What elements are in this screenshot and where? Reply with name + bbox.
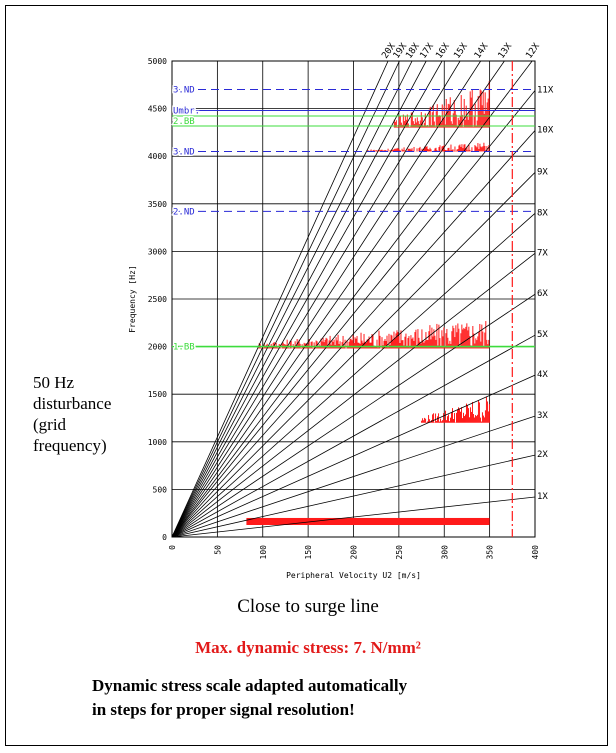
order-line <box>172 61 505 537</box>
annotation-line: 50 Hz <box>33 373 75 392</box>
order-label: 8X <box>537 208 548 218</box>
reference-label: 2.ND <box>173 207 195 217</box>
x-tick-label: 100 <box>259 545 268 560</box>
order-line <box>172 130 535 537</box>
order-label: 17X <box>418 41 436 61</box>
y-tick-label: 3000 <box>148 247 167 256</box>
order-line <box>172 90 535 537</box>
disturbance-annotation: 50 Hz disturbance (grid frequency) <box>33 372 111 456</box>
order-line <box>172 61 400 537</box>
y-tick-label: 5000 <box>148 57 167 66</box>
x-tick-label: 400 <box>531 545 540 560</box>
order-label: 16X <box>434 41 452 61</box>
order-line <box>172 334 535 537</box>
order-line <box>172 61 533 537</box>
slide-frame <box>5 5 608 746</box>
order-line <box>172 454 535 537</box>
reference-label: 2.BB <box>173 117 195 127</box>
reference-label: 1.BB <box>173 343 195 353</box>
order-line <box>172 415 535 537</box>
reference-label: 3.ND <box>173 147 195 157</box>
y-tick-label: 500 <box>153 485 168 494</box>
order-line <box>172 61 413 537</box>
order-line <box>172 293 535 537</box>
y-axis-label: Frequency [Hz] <box>128 265 137 332</box>
x-tick-label: 200 <box>350 545 359 560</box>
order-line <box>172 374 535 537</box>
annotation-line: (grid <box>33 415 67 434</box>
annotation-line: disturbance <box>33 394 112 413</box>
y-tick-label: 4500 <box>148 105 167 114</box>
max-stress-label: Max. dynamic stress: 7. N/mm² <box>195 638 421 657</box>
order-label: 18X <box>404 41 422 61</box>
order-label: 15X <box>452 41 470 61</box>
y-tick-label: 1500 <box>148 390 167 399</box>
order-line <box>172 496 535 537</box>
order-label: 6X <box>537 289 548 299</box>
y-tick-label: 2500 <box>148 295 167 304</box>
y-tick-label: 0 <box>162 533 167 542</box>
order-line <box>172 172 535 537</box>
order-label: 14X <box>473 41 491 61</box>
order-line <box>172 213 535 537</box>
order-line <box>172 61 482 537</box>
y-tick-label: 4000 <box>148 152 167 161</box>
y-tick-label: 2000 <box>148 343 167 352</box>
note-line: in steps for proper signal resolution! <box>92 700 355 719</box>
reference-label: 3.ND <box>173 86 195 96</box>
order-label: 11X <box>537 86 554 96</box>
x-tick-label: 250 <box>395 545 404 560</box>
order-line <box>172 61 443 537</box>
campbell-diagram: 0500100015002000250030003500400045005000… <box>128 41 554 580</box>
order-line <box>172 61 389 537</box>
scale-note: Dynamic stress scale adapted automatical… <box>92 674 552 722</box>
order-label: 10X <box>537 125 554 135</box>
y-tick-label: 3500 <box>148 200 167 209</box>
order-label: 4X <box>537 370 548 380</box>
x-tick-label: 300 <box>440 545 449 560</box>
order-label: 12X <box>524 41 542 61</box>
x-tick-label: 50 <box>213 545 222 555</box>
order-label: 2X <box>537 450 548 460</box>
measurement-band <box>246 517 490 525</box>
order-label: 9X <box>537 167 548 177</box>
annotation-line: frequency) <box>33 436 107 455</box>
order-line <box>172 61 461 537</box>
order-label: 5X <box>537 330 548 340</box>
order-line <box>172 252 535 537</box>
x-tick-label: 350 <box>486 545 495 560</box>
measurement-group <box>172 61 535 537</box>
note-line: Dynamic stress scale adapted automatical… <box>92 676 408 695</box>
order-label: 7X <box>537 248 548 258</box>
order-label: 1X <box>537 492 548 502</box>
order-line <box>172 61 427 537</box>
chart-caption: Close to surge line <box>237 596 379 617</box>
x-tick-label: 0 <box>168 545 177 550</box>
reference-label: Umbr. <box>173 107 200 117</box>
x-axis-label: Peripheral Velocity U2 [m/s] <box>286 571 421 580</box>
order-label: 3X <box>537 411 548 421</box>
y-tick-label: 1000 <box>148 438 167 447</box>
order-label: 13X <box>497 41 515 61</box>
x-tick-label: 150 <box>304 545 313 560</box>
